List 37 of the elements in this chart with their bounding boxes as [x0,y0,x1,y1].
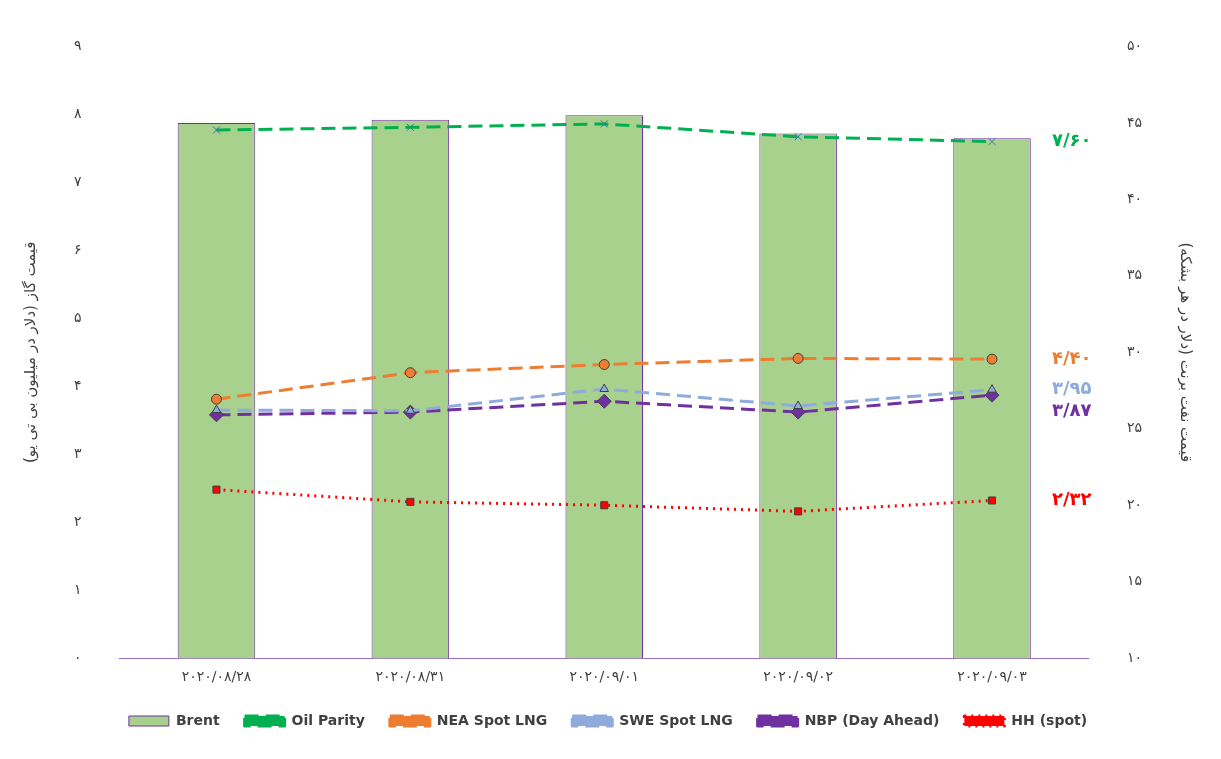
y2-tick-label: ۵۰ [1126,37,1143,54]
y2-tick-label: ۳۵ [1126,266,1143,283]
y-tick-label: ۲ [73,512,82,529]
annotation: ۴/۴۰ [1052,346,1092,368]
annotation: ۳/۹۵ [1052,377,1092,399]
y2-tick-label: ۱۵ [1126,572,1143,589]
x-tick-label: ۲۰۲۰/۰۹/۰۱ [569,668,640,685]
y-tick-label: ۳ [73,444,82,461]
x-tick-label: ۲۰۲۰/۰۸/۳۱ [375,668,446,685]
legend-label: HH (spot) [1011,711,1088,728]
y-tick-label: ۷ [73,173,82,189]
y-tick-label: ۹ [73,37,82,54]
y-axis-title: قیمت گاز (دلار در میلیون بی تی یو) [20,241,39,464]
legend-label: Brent [175,711,220,728]
y-tick-label: ۸ [73,105,82,122]
y2-tick-label: ۲۵ [1126,419,1143,436]
y2-tick-label: ۱۰ [1126,648,1143,665]
legend-label: SWE Spot LNG [619,711,733,728]
y-tick-label: ۵ [73,308,82,325]
y-tick-label: ۰ [73,648,82,665]
x-tick-label: ۲۰۲۰/۰۹/۰۳ [957,668,1028,685]
y2-axis-title: قیمت نفت برنت (دلار در هر بشکه) [1177,242,1196,463]
legend-label: NBP (Day Ahead) [804,711,940,728]
legend-label: Oil Parity [291,711,365,728]
y-tick-label: ۱ [73,580,82,597]
legend-label: NEA Spot LNG [436,711,548,728]
y2-tick-label: ۲۰ [1126,495,1143,512]
annotation: ۷/۶۰ [1052,129,1092,151]
annotation: ۲/۳۲ [1052,488,1092,510]
y2-tick-label: ۴۵ [1126,113,1143,130]
y-tick-label: ۶ [73,240,82,257]
y2-tick-label: ۳۰ [1126,342,1143,359]
y-tick-label: ۴ [73,376,82,393]
x-tick-label: ۲۰۲۰/۰۹/۰۲ [763,668,833,685]
x-tick-label: ۲۰۲۰/۰۸/۲۸ [181,668,252,685]
y2-tick-label: ۴۰ [1126,189,1143,206]
annotation: ۳/۸۷ [1052,399,1092,421]
